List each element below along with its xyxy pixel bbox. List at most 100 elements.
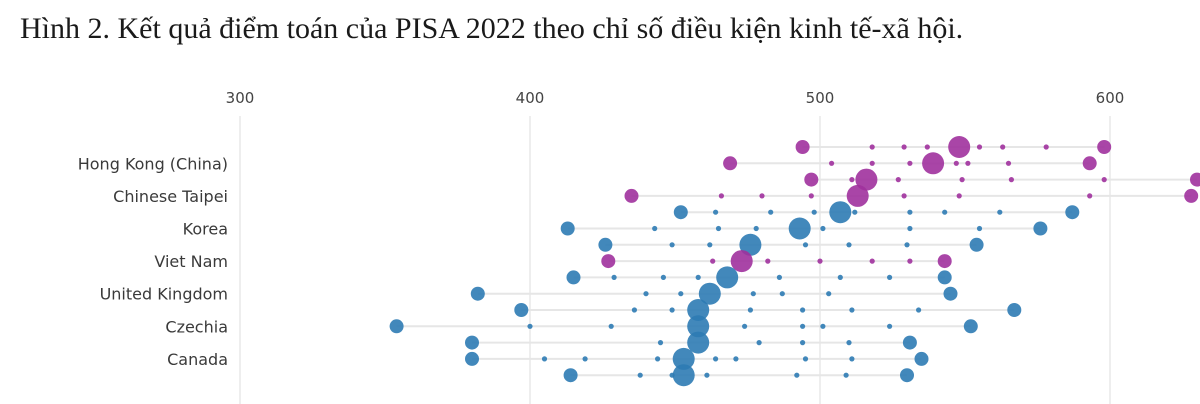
data-point — [687, 299, 710, 321]
data-point — [713, 356, 719, 362]
data-point — [800, 307, 806, 313]
data-point — [1082, 156, 1097, 171]
data-point — [829, 160, 835, 166]
data-point — [713, 209, 719, 215]
data-point — [795, 140, 810, 154]
data-point — [465, 351, 479, 366]
data-point — [598, 237, 613, 252]
data-point — [718, 193, 725, 199]
data-point — [637, 372, 643, 378]
data-point — [750, 291, 756, 297]
data-point — [389, 319, 404, 334]
data-point — [514, 303, 529, 317]
data-point — [566, 270, 581, 285]
data-point — [846, 184, 869, 207]
data-point — [1005, 160, 1012, 166]
data-point — [804, 172, 819, 187]
data-point — [922, 152, 945, 175]
data-point — [852, 209, 858, 215]
data-point — [976, 144, 983, 150]
data-point — [808, 193, 814, 199]
data-point — [843, 372, 849, 378]
data-point — [669, 307, 675, 313]
data-point — [1184, 188, 1199, 203]
x-tick-label-300: 300 — [226, 89, 255, 107]
data-point — [916, 307, 922, 313]
data-point — [657, 340, 664, 346]
data-point — [943, 286, 958, 301]
data-point — [902, 335, 917, 350]
data-point — [669, 242, 675, 248]
data-point — [768, 209, 774, 215]
data-point — [937, 254, 952, 269]
x-tick-label-600: 600 — [1096, 89, 1125, 107]
data-point — [855, 168, 878, 191]
data-point — [776, 274, 783, 280]
country-label: Viet Nam — [154, 252, 228, 271]
data-point — [672, 347, 695, 370]
x-tick-label-500: 500 — [806, 89, 835, 107]
data-point — [710, 258, 716, 264]
row-range-lines — [396, 146, 1197, 377]
data-point — [953, 160, 959, 166]
data-point — [687, 331, 710, 354]
data-point — [707, 242, 713, 248]
data-point — [672, 364, 695, 387]
data-point — [895, 177, 901, 183]
data-point — [802, 356, 809, 362]
data-point — [914, 351, 929, 366]
data-point — [1008, 177, 1015, 183]
data-point — [907, 258, 913, 264]
data-point — [869, 258, 875, 264]
data-point — [887, 323, 893, 329]
data-point — [869, 144, 875, 150]
data-point — [560, 221, 575, 236]
data-point — [826, 291, 832, 297]
data-point — [582, 356, 588, 362]
data-point — [733, 356, 739, 362]
data-point — [747, 307, 754, 313]
data-point — [527, 323, 533, 329]
data-point — [997, 209, 1003, 215]
data-point — [1087, 193, 1093, 199]
data-point — [794, 372, 800, 378]
figure-title: Hình 2. Kết quả điểm toán của PISA 2022 … — [20, 12, 964, 45]
x-axis-ticks: 300 400 500 600 — [226, 89, 1125, 107]
data-point — [788, 217, 811, 240]
data-point — [715, 225, 722, 232]
data-point — [937, 270, 952, 285]
data-point — [541, 356, 548, 362]
data-point — [901, 193, 907, 199]
data-point — [846, 340, 852, 346]
data-point — [765, 258, 771, 264]
data-point — [759, 193, 765, 199]
data-point — [1190, 172, 1200, 187]
data-point — [820, 323, 826, 329]
data-point — [742, 323, 748, 329]
data-point — [904, 242, 910, 248]
data-point — [907, 225, 913, 232]
data-point — [942, 209, 948, 215]
data-point — [869, 160, 875, 166]
data-point — [948, 136, 971, 158]
data-point — [687, 315, 710, 338]
data-point — [470, 286, 485, 301]
data-point — [631, 307, 638, 313]
data-point — [698, 282, 721, 305]
data-point — [849, 356, 855, 362]
data-point — [716, 266, 739, 289]
data-point — [739, 233, 762, 256]
data-point — [849, 177, 855, 183]
data-point — [969, 237, 984, 252]
data-point — [1000, 144, 1006, 150]
data-point — [965, 160, 971, 166]
data-point — [887, 274, 893, 280]
data-point — [829, 201, 852, 224]
data-point — [901, 144, 907, 150]
data-points — [389, 136, 1200, 387]
data-point — [959, 177, 965, 183]
data-point — [660, 274, 667, 280]
data-point — [608, 323, 614, 329]
data-point — [611, 274, 617, 280]
data-point — [956, 193, 962, 199]
